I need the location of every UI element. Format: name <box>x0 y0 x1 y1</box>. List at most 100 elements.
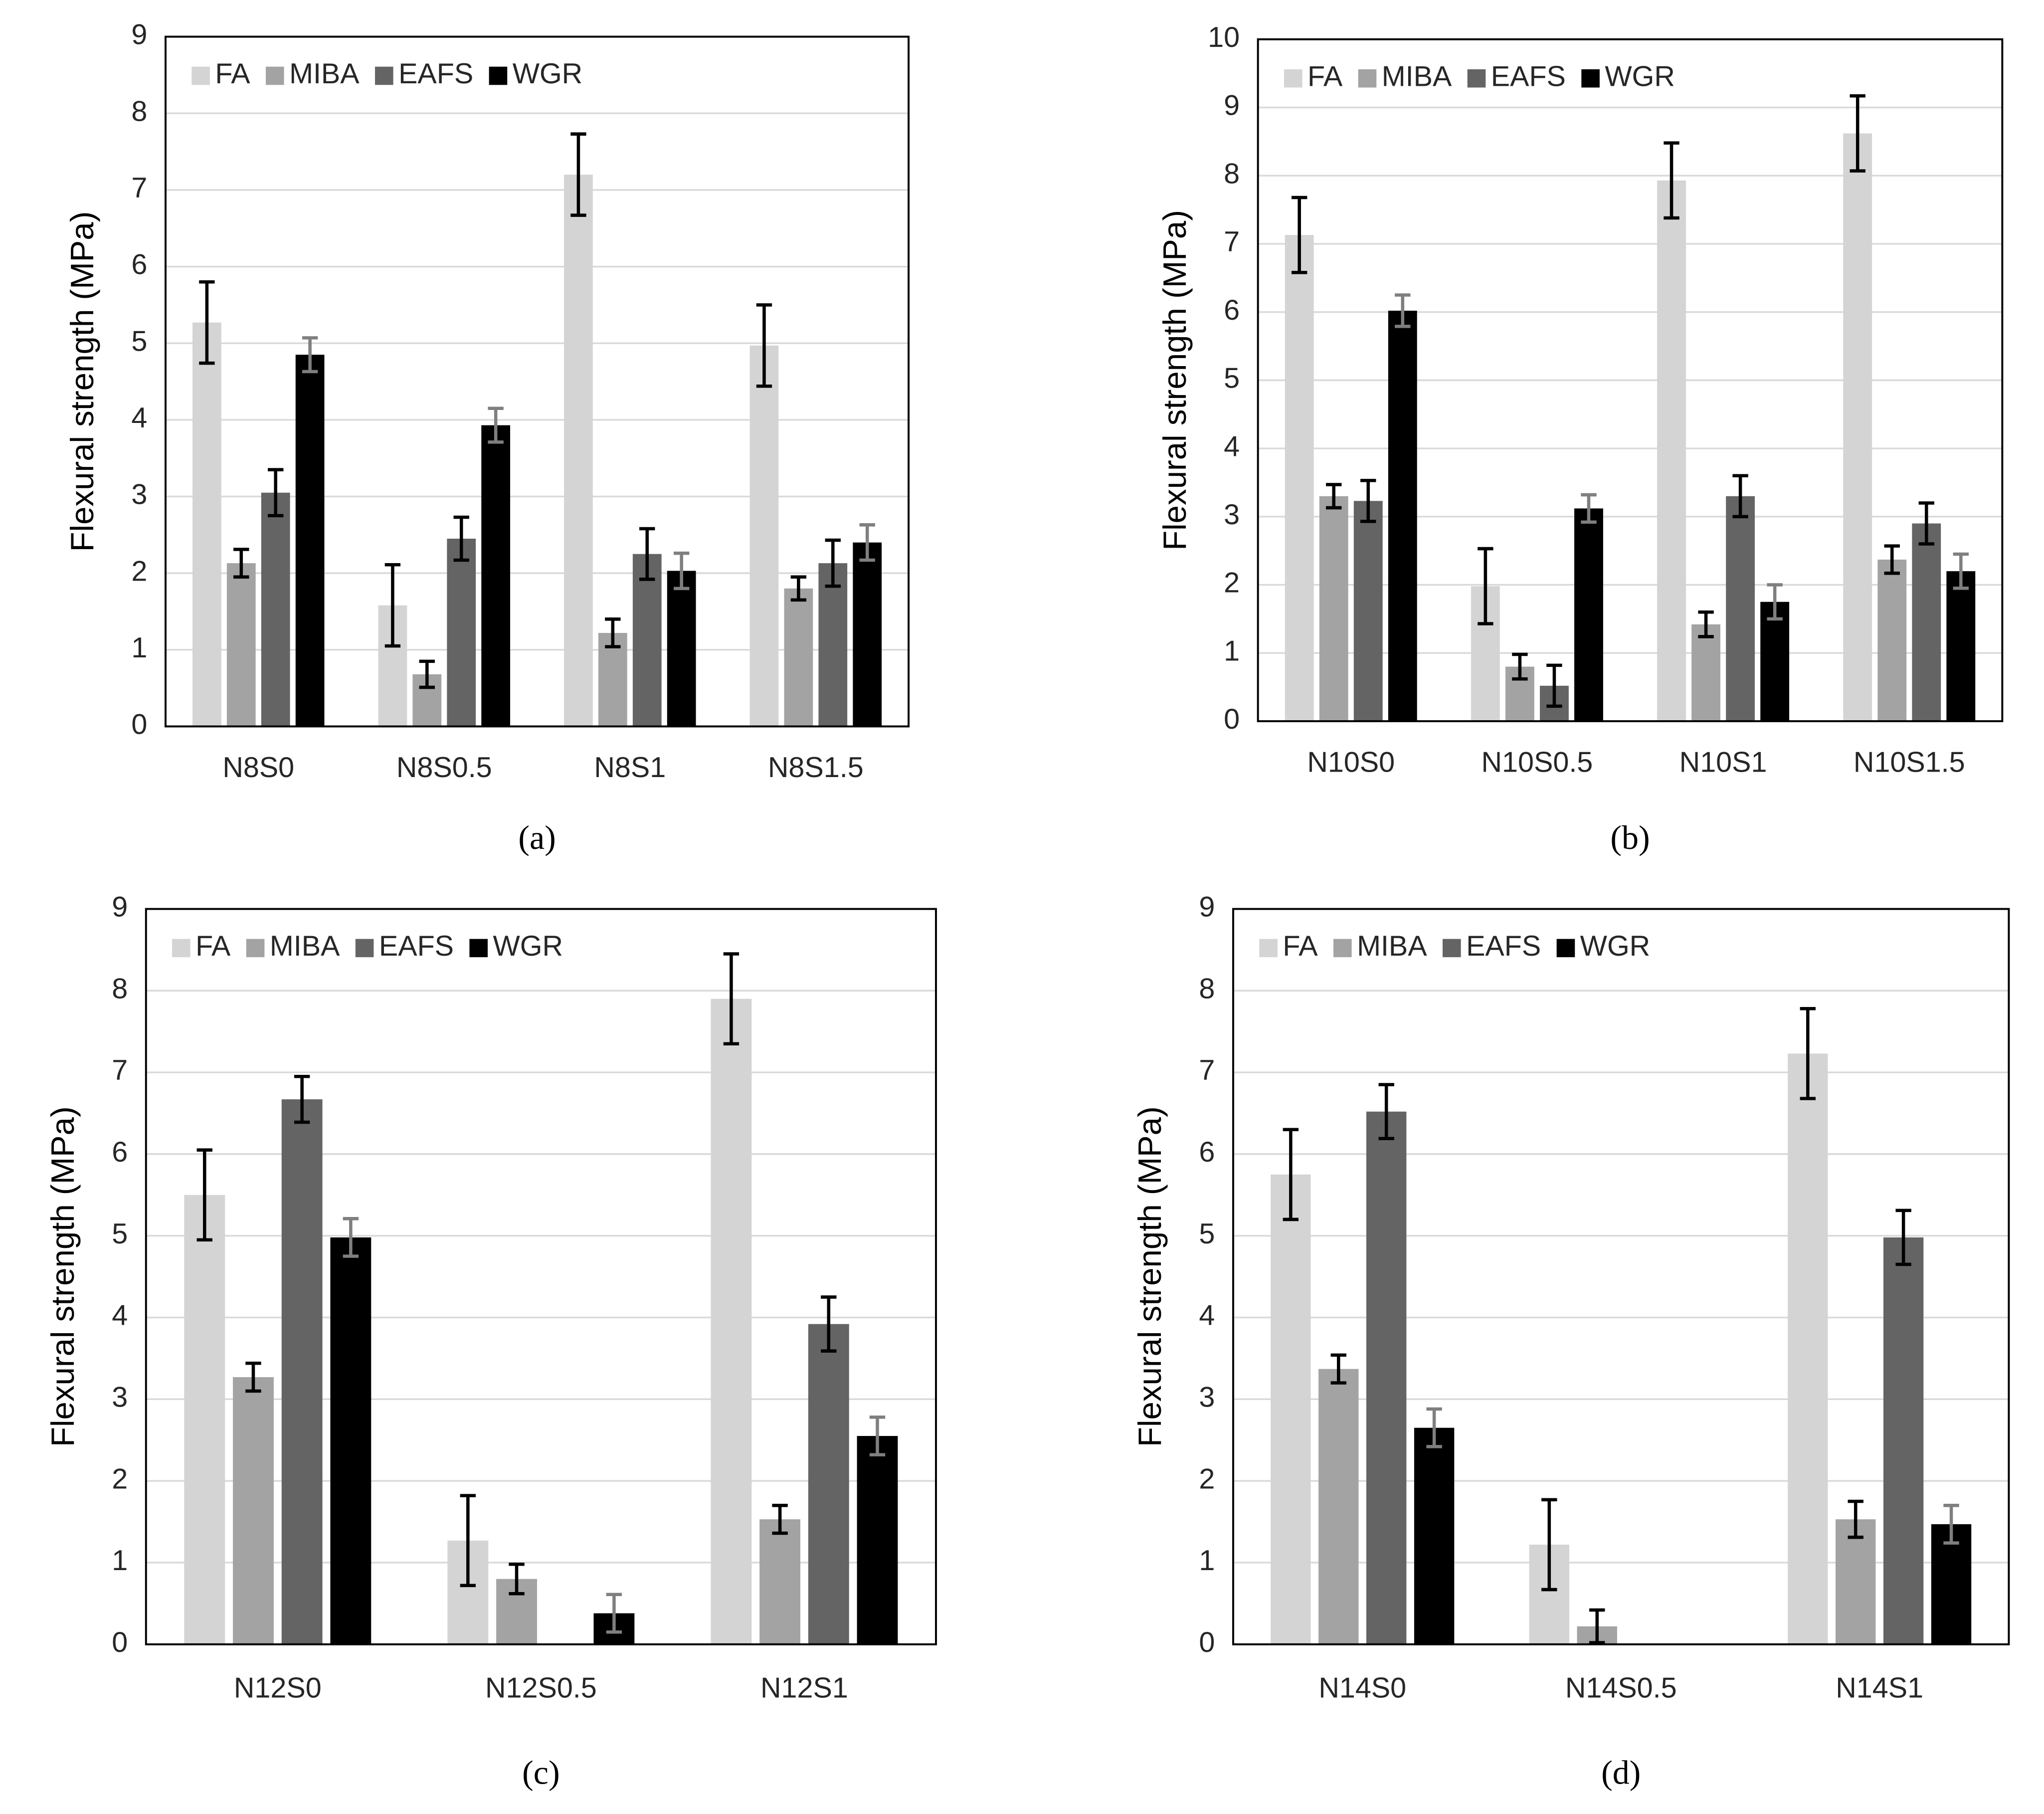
bar <box>233 1377 274 1644</box>
y-tick-label: 4 <box>112 1300 128 1332</box>
error-bar <box>1330 1353 1346 1385</box>
y-tick-label: 3 <box>1199 1382 1215 1413</box>
error-bar <box>509 1562 525 1596</box>
bar <box>1388 310 1417 721</box>
x-tick-label: N12S0 <box>234 1672 322 1704</box>
error-bar <box>1581 493 1597 524</box>
error-bar <box>384 563 401 648</box>
legend-label: WGR <box>493 930 563 962</box>
bar <box>1877 559 1907 721</box>
legend-label: FA <box>1283 930 1318 962</box>
bar <box>818 563 848 727</box>
error-bar <box>1326 483 1342 510</box>
legend-label: WGR <box>513 58 583 90</box>
error-bar <box>302 336 318 374</box>
error-bar <box>268 468 284 518</box>
y-tick-label: 5 <box>131 325 147 357</box>
y-axis-title: Flexural strength (MPa) <box>44 1106 81 1447</box>
legend-swatch <box>246 939 265 958</box>
legend-label: FA <box>195 930 231 962</box>
bar <box>1760 602 1790 721</box>
x-tick-label: N14S0 <box>1318 1672 1406 1704</box>
bar <box>281 1099 323 1644</box>
error-bar <box>294 1074 310 1124</box>
y-tick-label: 7 <box>1224 226 1240 258</box>
bar <box>481 425 511 727</box>
bar <box>667 571 696 727</box>
y-tick-label: 1 <box>112 1545 128 1577</box>
legend-label: EAFS <box>398 58 473 90</box>
legend-swatch <box>1284 69 1302 88</box>
panel-label: (a) <box>518 818 556 856</box>
y-tick-label: 5 <box>1199 1218 1215 1250</box>
error-bar <box>1698 610 1714 638</box>
error-bar <box>790 575 807 602</box>
error-bar <box>1546 663 1562 708</box>
y-tick-label: 5 <box>1224 363 1240 395</box>
legend-label: MIBA <box>1357 930 1427 962</box>
bar <box>808 1324 849 1644</box>
bar <box>1912 523 1941 721</box>
error-bar <box>1664 141 1679 220</box>
error-bar <box>343 1217 359 1258</box>
error-bar <box>639 527 655 581</box>
legend-label: EAFS <box>379 930 454 962</box>
legend-label: FA <box>215 58 250 90</box>
legend-swatch <box>266 66 284 85</box>
bar <box>1657 180 1686 721</box>
legend-label: EAFS <box>1466 930 1541 962</box>
y-tick-label: 7 <box>112 1054 128 1086</box>
error-bar <box>419 659 435 689</box>
legend-label: WGR <box>1605 60 1675 92</box>
error-bar <box>460 1494 476 1588</box>
x-tick-label: N10S1.5 <box>1854 746 1965 778</box>
bar <box>1285 235 1314 721</box>
x-tick-label: N14S1 <box>1836 1672 1923 1704</box>
y-tick-label: 8 <box>131 95 147 127</box>
y-tick-label: 9 <box>1224 90 1240 122</box>
bar <box>749 345 779 727</box>
bar <box>598 632 627 727</box>
error-bar <box>1943 1504 1959 1545</box>
legend-swatch <box>1581 69 1600 88</box>
panel-label: (c) <box>522 1753 559 1791</box>
bar <box>1788 1053 1828 1644</box>
legend-swatch <box>469 939 488 958</box>
y-tick-label: 1 <box>131 632 147 664</box>
y-tick-label: 8 <box>1224 158 1240 190</box>
x-tick-label: N10S1 <box>1679 746 1767 778</box>
y-tick-label: 6 <box>1224 294 1240 326</box>
error-bar <box>1953 552 1969 590</box>
bar <box>759 1519 801 1644</box>
panel-label: (b) <box>1610 818 1650 856</box>
y-tick-label: 3 <box>1224 499 1240 531</box>
y-tick-label: 5 <box>112 1218 128 1250</box>
legend-label: MIBA <box>289 58 360 90</box>
bar <box>295 355 325 727</box>
y-tick-label: 1 <box>1224 635 1240 667</box>
y-tick-label: 9 <box>112 891 128 923</box>
bar <box>1883 1237 1924 1644</box>
error-bar <box>1378 1083 1394 1141</box>
y-axis-title: Flexural strength (MPa) <box>64 211 100 552</box>
legend-label: WGR <box>1580 930 1651 962</box>
x-tick-label: N14S0.5 <box>1565 1672 1677 1704</box>
plot-frame <box>165 35 910 728</box>
y-tick-label: 9 <box>1199 891 1215 923</box>
y-tick-label: 2 <box>1199 1463 1215 1495</box>
bar <box>1353 501 1383 721</box>
plot-frame <box>145 908 937 1645</box>
error-bar <box>1512 652 1528 681</box>
error-bar <box>1292 196 1307 274</box>
error-bar <box>772 1504 788 1535</box>
legend-swatch <box>489 66 508 85</box>
bar <box>1366 1111 1407 1644</box>
error-bar <box>821 1295 837 1353</box>
error-bar <box>1767 583 1783 621</box>
error-bar <box>756 303 772 388</box>
y-axis-title: Flexural strength (MPa) <box>1156 210 1193 551</box>
y-tick-label: 3 <box>112 1382 128 1413</box>
legend-swatch <box>1333 939 1352 958</box>
error-bar <box>233 548 249 579</box>
legend-label: MIBA <box>270 930 340 962</box>
